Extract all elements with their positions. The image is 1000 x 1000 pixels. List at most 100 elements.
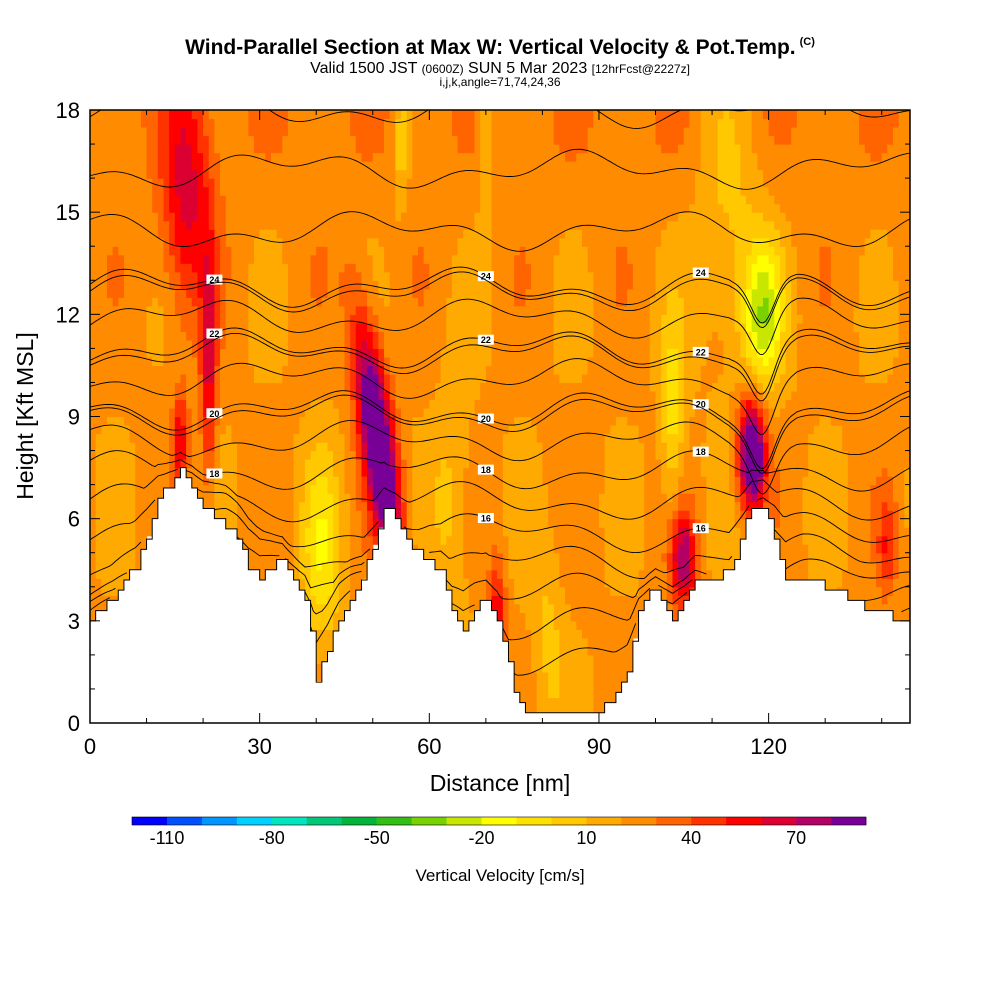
velocity-cell: [248, 373, 255, 384]
velocity-cell: [129, 322, 136, 332]
velocity-cell: [276, 552, 283, 562]
velocity-cell: [548, 212, 555, 222]
velocity-cell: [350, 118, 357, 128]
velocity-cell: [106, 433, 114, 443]
velocity-cell: [497, 365, 504, 375]
velocity-cell: [282, 254, 289, 264]
velocity-cell: [225, 425, 232, 435]
velocity-cell: [191, 365, 199, 375]
velocity-cell: [163, 229, 170, 239]
velocity-cell: [220, 127, 227, 137]
velocity-cell: [418, 467, 425, 477]
velocity-cell: [525, 263, 532, 273]
velocity-cell: [497, 510, 504, 520]
velocity-cell: [123, 348, 131, 358]
velocity-cell: [180, 288, 187, 298]
velocity-cell: [401, 433, 408, 443]
velocity-cell: [146, 135, 153, 145]
velocity-cell: [412, 110, 419, 120]
velocity-cell: [327, 288, 334, 298]
velocity-cell: [270, 544, 278, 554]
velocity-cell: [401, 450, 408, 460]
velocity-cell: [208, 399, 216, 409]
velocity-cell: [203, 229, 210, 239]
velocity-cell: [423, 510, 430, 520]
velocity-cell: [553, 331, 560, 341]
velocity-cell: [157, 212, 165, 222]
velocity-cell: [412, 544, 419, 554]
velocity-cell: [519, 322, 527, 332]
velocity-cell: [497, 288, 504, 298]
velocity-cell: [570, 254, 577, 264]
velocity-cell: [531, 348, 538, 358]
velocity-cell: [367, 110, 374, 120]
velocity-cell: [412, 348, 419, 358]
velocity-cell: [378, 161, 385, 171]
velocity-cell: [214, 365, 221, 375]
velocity-cell: [395, 237, 402, 247]
velocity-cell: [508, 280, 515, 290]
velocity-cell: [254, 305, 261, 315]
velocity-cell: [412, 186, 419, 196]
velocity-cell: [525, 663, 532, 673]
velocity-cell: [254, 331, 261, 341]
velocity-cell: [180, 178, 187, 188]
velocity-cell: [434, 203, 442, 213]
velocity-cell: [180, 110, 187, 120]
velocity-cell: [565, 263, 572, 273]
velocity-cell: [514, 195, 521, 205]
velocity-cell: [361, 501, 368, 511]
velocity-cell: [406, 110, 413, 120]
velocity-cell: [576, 365, 583, 375]
velocity-cell: [542, 212, 549, 222]
velocity-cell: [135, 425, 142, 435]
velocity-cell: [293, 271, 300, 281]
velocity-cell: [474, 425, 481, 435]
velocity-cell: [463, 425, 470, 435]
velocity-cell: [468, 297, 476, 307]
velocity-cell: [174, 271, 182, 281]
velocity-cell: [559, 450, 566, 460]
velocity-cell: [214, 144, 221, 154]
velocity-cell: [287, 407, 295, 418]
velocity-cell: [508, 637, 515, 647]
velocity-cell: [536, 195, 544, 205]
velocity-cell: [525, 254, 532, 264]
velocity-cell: [123, 322, 131, 332]
velocity-cell: [367, 322, 374, 332]
velocity-cell: [536, 663, 544, 673]
velocity-cell: [333, 544, 340, 554]
velocity-cell: [180, 161, 187, 171]
velocity-cell: [423, 425, 430, 435]
velocity-cell: [401, 399, 408, 409]
velocity-cell: [565, 348, 572, 358]
velocity-cell: [480, 263, 487, 273]
velocity-cell: [231, 501, 238, 511]
velocity-cell: [553, 178, 560, 188]
velocity-cell: [514, 144, 521, 154]
velocity-cell: [389, 195, 396, 205]
velocity-cell: [203, 212, 210, 222]
velocity-cell: [480, 297, 487, 307]
velocity-cell: [270, 416, 278, 426]
velocity-cell: [463, 382, 470, 392]
velocity-cell: [112, 373, 119, 384]
velocity-cell: [106, 476, 114, 486]
velocity-cell: [152, 195, 159, 205]
velocity-cell: [169, 459, 176, 469]
velocity-cell: [90, 442, 97, 452]
velocity-cell: [344, 544, 351, 554]
velocity-cell: [254, 144, 261, 154]
velocity-cell: [429, 229, 436, 239]
velocity-cell: [287, 229, 295, 239]
velocity-cell: [174, 314, 182, 324]
velocity-cell: [559, 178, 566, 188]
velocity-cell: [327, 135, 334, 145]
velocity-cell: [146, 433, 153, 443]
velocity-cell: [406, 331, 413, 341]
velocity-cell: [225, 331, 232, 341]
velocity-cell: [434, 365, 442, 375]
velocity-cell: [95, 390, 102, 401]
velocity-cell: [180, 339, 187, 349]
velocity-cell: [254, 161, 261, 171]
